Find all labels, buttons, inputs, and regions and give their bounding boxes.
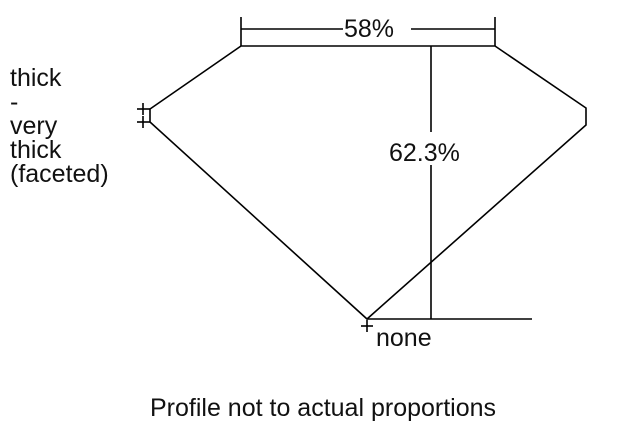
- caption: Profile not to actual proportions: [150, 394, 497, 422]
- culet-label: none: [376, 324, 432, 352]
- girdle-label-line: thick: [10, 136, 62, 164]
- girdle-label: thick - very thick (faceted): [10, 64, 109, 188]
- girdle-label-line: (faceted): [10, 160, 109, 188]
- girdle-label-line: thick: [10, 64, 62, 92]
- girdle-label-line: very: [10, 112, 58, 140]
- girdle-label-line: -: [10, 88, 19, 116]
- table-percent-label: 58%: [344, 15, 395, 43]
- gem-outline: [149, 45, 587, 321]
- depth-percent-label: 62.3%: [389, 139, 460, 167]
